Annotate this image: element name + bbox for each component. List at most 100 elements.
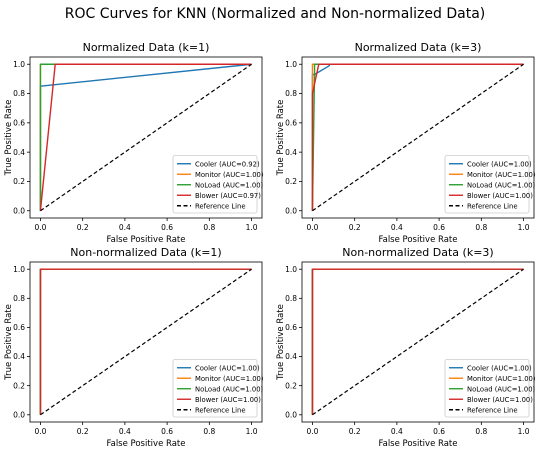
chart-4-legend-box bbox=[444, 359, 530, 418]
chart-4-legend-label-1: Cooler (AUC=1.00) bbox=[467, 364, 532, 372]
chart-1-x-tick-label: 0.2 bbox=[77, 223, 89, 232]
chart-4-y-tick-label: 0.4 bbox=[285, 352, 297, 361]
chart-3-y-tick-label: 0.4 bbox=[13, 352, 25, 361]
chart-4-panel: Non-normalized Data (k=3) 0.0 0.2 0.4 0.6 0.8… bbox=[276, 246, 536, 449]
chart-4-x-tick-label: 1.0 bbox=[518, 427, 530, 436]
chart-1-axes-frame bbox=[29, 56, 263, 219]
chart-3-series-line-4 bbox=[39, 268, 252, 415]
chart-1-legend-box bbox=[172, 155, 258, 214]
chart-1-x-tick-label: 0.0 bbox=[34, 223, 46, 232]
chart-1-y-tick-label: 0.0 bbox=[13, 206, 25, 215]
chart-4-legend-label-3: NoLoad (AUC=1.00) bbox=[467, 385, 536, 393]
chart-2-legend-label-5: Reference Line bbox=[467, 202, 518, 210]
chart-3-y-tick-label: 0.6 bbox=[13, 323, 25, 332]
chart-4-legend-label-4: Blower (AUC=1.00) bbox=[467, 396, 533, 404]
chart-1-legend-label-1: Cooler (AUC=0.92) bbox=[195, 160, 260, 168]
chart-3-legend-label-5: Reference Line bbox=[195, 406, 246, 414]
chart-1-y-tick-label: 0.8 bbox=[13, 89, 25, 98]
chart-4-x-tick-label: 0.0 bbox=[306, 427, 318, 436]
chart-4-y-tick-label: 0.6 bbox=[285, 323, 297, 332]
chart-1-x-tick-label: 0.6 bbox=[161, 223, 173, 232]
chart-3-x-tick-label: 0.8 bbox=[203, 427, 215, 436]
chart-1-x-tick-label: 1.0 bbox=[246, 223, 258, 232]
chart-3-legend-box bbox=[172, 359, 258, 418]
chart-1-x-tick-label: 0.4 bbox=[119, 223, 131, 232]
chart-2-y-tick-label: 0.0 bbox=[285, 206, 297, 215]
chart-2-legend-label-2: Monitor (AUC=1.00) bbox=[467, 171, 536, 179]
chart-2-y-tick-label: 0.2 bbox=[285, 177, 297, 186]
chart-3-legend-label-2: Monitor (AUC=1.00) bbox=[195, 375, 264, 383]
chart-3-panel: Non-normalized Data (k=1) 0.0 0.2 0.4 0.6 0.8… bbox=[4, 246, 264, 449]
chart-2-legend-label-4: Blower (AUC=1.00) bbox=[467, 192, 533, 200]
chart-2-x-tick-label: 0.2 bbox=[349, 223, 361, 232]
chart-3-x-tick-label: 0.0 bbox=[34, 427, 46, 436]
chart-2-x-tick-label: 0.8 bbox=[475, 223, 487, 232]
chart-2-axes-frame bbox=[301, 56, 535, 219]
chart-1-y-tick-label: 0.6 bbox=[13, 118, 25, 127]
chart-3-legend-label-3: NoLoad (AUC=1.00) bbox=[195, 385, 264, 393]
chart-1-legend-label-3: NoLoad (AUC=1.00) bbox=[195, 181, 264, 189]
chart-2-x-tick-label: 0.0 bbox=[306, 223, 318, 232]
chart-4-x-tick-label: 0.8 bbox=[475, 427, 487, 436]
chart-1-legend-label-5: Reference Line bbox=[195, 202, 246, 210]
chart-1-panel: Normalized Data (k=1) 0.0 0.2 0.4 0.6 0.8 1.0 0… bbox=[4, 41, 264, 245]
chart-4-y-axis-label: True Positive Rate bbox=[276, 304, 286, 381]
chart-2-y-axis-label: True Positive Rate bbox=[276, 100, 286, 177]
chart-4-y-tick-label: 0.8 bbox=[285, 294, 297, 303]
chart-2-panel: Normalized Data (k=3) 0.0 0.2 0.4 0.6 0.8 1.0 0… bbox=[276, 41, 536, 245]
chart-2-y-tick-label: 1.0 bbox=[285, 60, 297, 69]
chart-4-y-tick-label: 0.2 bbox=[285, 381, 297, 390]
chart-3-y-tick-label: 0.2 bbox=[13, 381, 25, 390]
chart-3-x-tick-label: 0.2 bbox=[77, 427, 89, 436]
chart-4-y-tick-label: 1.0 bbox=[285, 265, 297, 274]
chart-2-x-axis-label: False Positive Rate bbox=[379, 235, 458, 245]
chart-4-series-line-4 bbox=[311, 268, 524, 415]
chart-1-title: Normalized Data (k=1) bbox=[83, 41, 210, 54]
chart-3-reference-line bbox=[40, 268, 252, 416]
chart-4-x-tick-label: 0.2 bbox=[349, 427, 361, 436]
chart-4-reference-line bbox=[312, 268, 524, 416]
chart-1-y-tick-label: 1.0 bbox=[13, 60, 25, 69]
chart-3-x-tick-label: 0.4 bbox=[119, 427, 131, 436]
chart-2-y-tick-label: 0.6 bbox=[285, 118, 297, 127]
chart-1-reference-line bbox=[40, 63, 252, 212]
chart-4-y-tick-label: 0.0 bbox=[285, 410, 297, 419]
chart-4-legend-label-2: Monitor (AUC=1.00) bbox=[467, 375, 536, 383]
figure-title: ROC Curves for KNN (Normalized and Non-n… bbox=[64, 6, 486, 22]
chart-3-x-tick-label: 1.0 bbox=[246, 427, 258, 436]
chart-3-title: Non-normalized Data (k=1) bbox=[70, 246, 221, 259]
chart-4-x-tick-label: 0.4 bbox=[391, 427, 403, 436]
chart-2-x-tick-label: 1.0 bbox=[518, 223, 530, 232]
chart-3-axes-frame bbox=[29, 261, 263, 423]
chart-4-x-axis-label: False Positive Rate bbox=[379, 439, 458, 449]
chart-2-series-line-4 bbox=[311, 63, 524, 211]
chart-4-legend-label-5: Reference Line bbox=[467, 406, 518, 414]
chart-2-title: Normalized Data (k=3) bbox=[355, 41, 482, 54]
chart-1-x-tick-label: 0.8 bbox=[203, 223, 215, 232]
chart-3-y-axis-label: True Positive Rate bbox=[4, 304, 14, 381]
chart-1-legend-label-4: Blower (AUC=0.97) bbox=[195, 192, 261, 200]
chart-3-x-tick-label: 0.6 bbox=[161, 427, 173, 436]
chart-2-y-tick-label: 0.8 bbox=[285, 89, 297, 98]
chart-2-legend-label-1: Cooler (AUC=1.00) bbox=[467, 160, 532, 168]
chart-1-legend-label-2: Monitor (AUC=1.00) bbox=[195, 171, 264, 179]
chart-1-x-axis-label: False Positive Rate bbox=[107, 235, 186, 245]
chart-3-y-tick-label: 1.0 bbox=[13, 265, 25, 274]
chart-4-axes-frame bbox=[301, 261, 535, 423]
chart-2-legend-label-3: NoLoad (AUC=1.00) bbox=[467, 181, 536, 189]
chart-4-title: Non-normalized Data (k=3) bbox=[342, 246, 493, 259]
chart-2-legend-box bbox=[444, 155, 530, 214]
chart-1-y-tick-label: 0.4 bbox=[13, 148, 25, 157]
chart-1-series-line-4 bbox=[39, 63, 252, 211]
chart-4-x-tick-label: 0.6 bbox=[433, 427, 445, 436]
chart-2-reference-line bbox=[312, 63, 524, 212]
chart-1-y-axis-label: True Positive Rate bbox=[4, 100, 14, 177]
chart-2-x-tick-label: 0.4 bbox=[391, 223, 403, 232]
chart-3-y-tick-label: 0.8 bbox=[13, 294, 25, 303]
chart-3-legend-label-4: Blower (AUC=1.00) bbox=[195, 396, 261, 404]
chart-2-y-tick-label: 0.4 bbox=[285, 148, 297, 157]
chart-3-x-axis-label: False Positive Rate bbox=[107, 439, 186, 449]
chart-2-x-tick-label: 0.6 bbox=[433, 223, 445, 232]
